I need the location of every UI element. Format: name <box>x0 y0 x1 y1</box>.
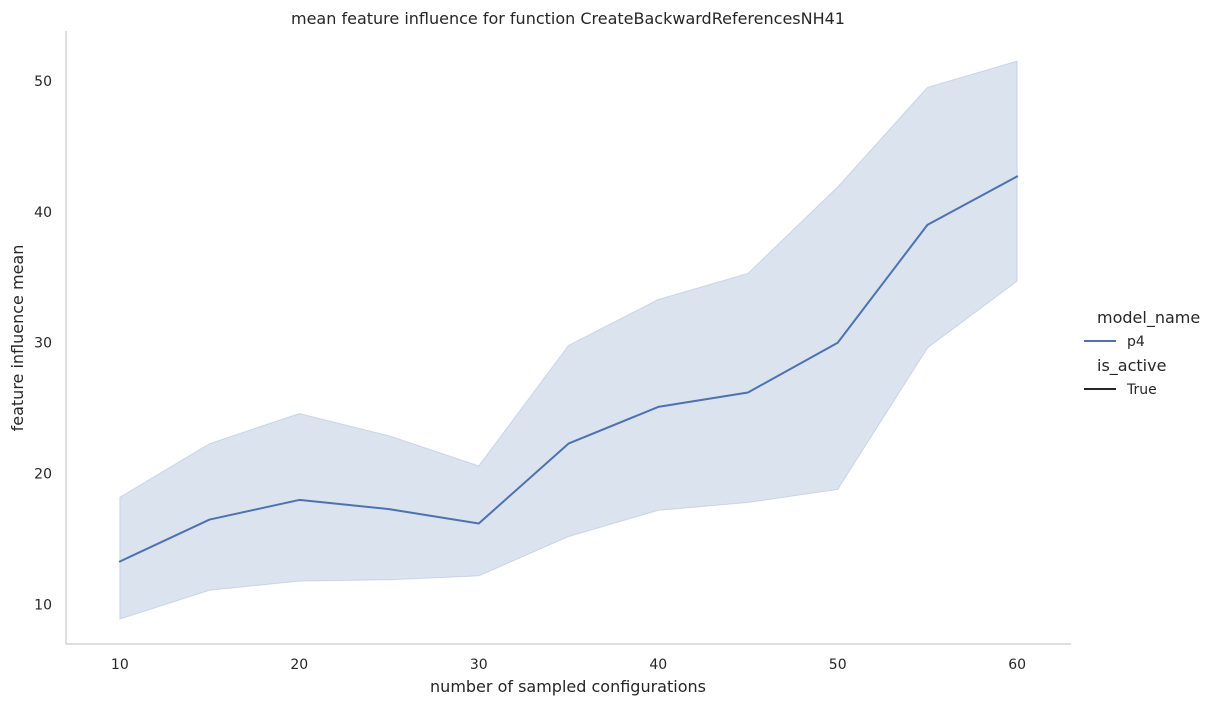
legend: model_name p4 is_active True <box>1084 308 1200 398</box>
series-line-p4 <box>118 175 1019 563</box>
x-axis-label: number of sampled configurations <box>430 677 706 696</box>
x-tick-label-60: 60 <box>1008 657 1026 673</box>
x-tick-label-40: 40 <box>649 657 667 673</box>
legend-title-model-name: model_name <box>1097 308 1200 328</box>
y-tick-label-50: 50 <box>34 74 52 90</box>
legend-label-p4: p4 <box>1127 334 1145 350</box>
y-tick-label-30: 30 <box>34 336 52 352</box>
y-tick-label-10: 10 <box>34 598 52 614</box>
legend-label-true: True <box>1126 382 1157 398</box>
x-tick-label-30: 30 <box>470 657 488 673</box>
chart-title: mean feature influence for function Crea… <box>291 9 845 28</box>
series-line-layer <box>118 175 1019 563</box>
y-axis-label: feature influence mean <box>8 245 27 432</box>
confidence-band-p4 <box>119 60 1018 620</box>
x-tick-label-20: 20 <box>290 657 308 673</box>
x-tick-label-10: 10 <box>111 657 129 673</box>
y-tick-label-20: 20 <box>34 467 52 483</box>
y-tick-label-40: 40 <box>34 205 52 221</box>
confidence-band-layer <box>119 60 1018 620</box>
x-tick-labels: 10 20 30 40 50 60 <box>111 657 1026 673</box>
legend-title-is-active: is_active <box>1097 356 1166 376</box>
x-tick-label-50: 50 <box>829 657 847 673</box>
y-tick-labels: 10 20 30 40 50 <box>34 74 52 614</box>
